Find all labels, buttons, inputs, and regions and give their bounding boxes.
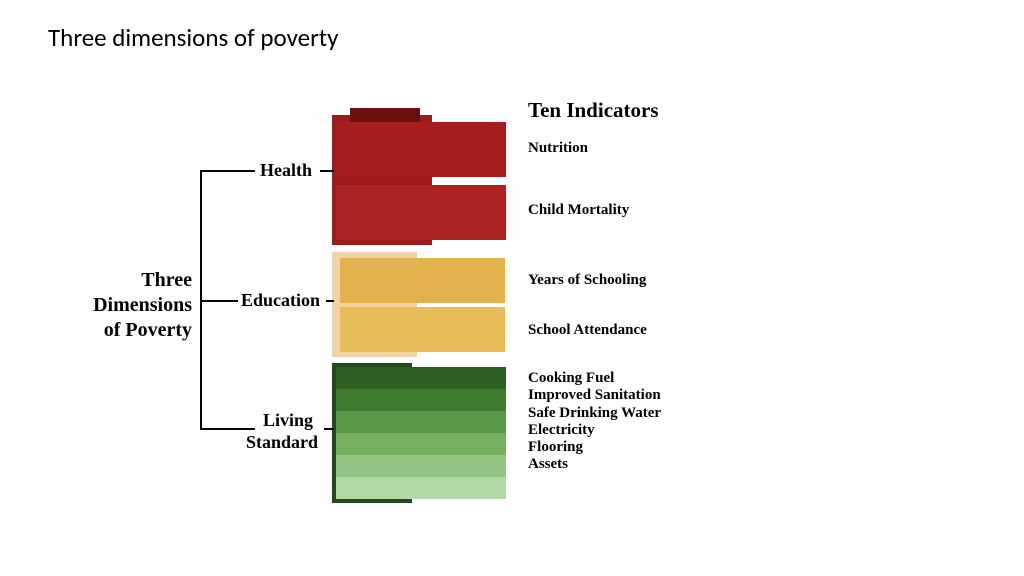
connector-health (320, 170, 334, 172)
health-top-block (350, 108, 420, 122)
mortality-bar (336, 185, 506, 240)
indicator-water: Safe Drinking Water (528, 405, 661, 422)
connector-living (324, 428, 334, 430)
indicator-years-schooling: Years of Schooling (528, 272, 646, 289)
diagram-stage: Three dimensions of poverty Three Dimens… (0, 0, 1024, 576)
bracket-bot-horiz (200, 428, 255, 430)
page-title: Three dimensions of poverty (48, 22, 338, 53)
indicator-nutrition: Nutrition (528, 140, 588, 157)
indicator-cooking-fuel: Cooking Fuel (528, 370, 661, 387)
root-line3: of Poverty (80, 318, 192, 343)
living-row-1 (336, 367, 506, 389)
indicator-child-mortality: Child Mortality (528, 202, 629, 219)
indicator-living-group: Cooking Fuel Improved Sanitation Safe Dr… (528, 370, 661, 474)
root-label: Three Dimensions of Poverty (80, 268, 192, 343)
connector-education (326, 300, 334, 302)
living-row-3 (336, 411, 506, 433)
indicator-electricity: Electricity (528, 422, 661, 439)
indicator-assets: Assets (528, 456, 661, 473)
living-row-6 (336, 477, 506, 499)
living-row-5 (336, 455, 506, 477)
root-line2: Dimensions (80, 293, 192, 318)
dimension-living-label-2: Standard (246, 432, 318, 453)
indicator-school-attend: School Attendance (528, 322, 647, 339)
indicator-flooring: Flooring (528, 439, 661, 456)
dimension-living-label-1: Living (263, 410, 313, 431)
attendance-bar (340, 307, 505, 352)
bracket-mid-horiz (200, 300, 238, 302)
bracket-top-horiz (200, 170, 255, 172)
dimension-health-label: Health (260, 160, 312, 181)
living-row-4 (336, 433, 506, 455)
indicator-sanitation: Improved Sanitation (528, 387, 661, 404)
living-row-2 (336, 389, 506, 411)
dimension-education-label: Education (241, 290, 320, 311)
nutrition-bar (336, 122, 506, 177)
indicators-heading: Ten Indicators (528, 98, 659, 123)
years-bar (340, 258, 505, 303)
root-line1: Three (80, 268, 192, 293)
